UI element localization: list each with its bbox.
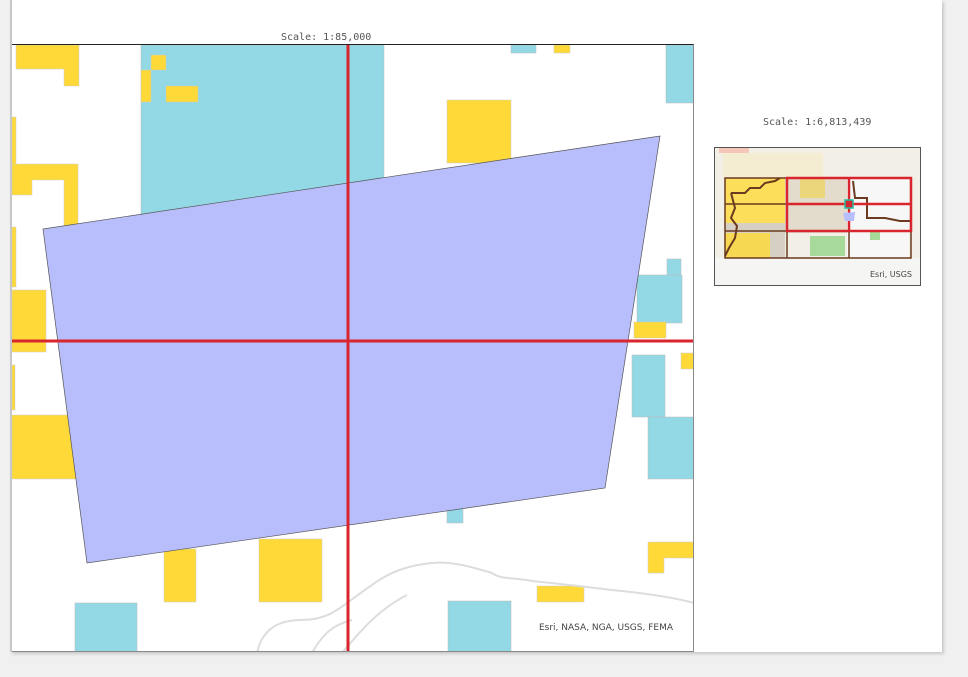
current-extent-marker: [844, 199, 854, 209]
overview-map-attribution: Esri, USGS: [869, 270, 912, 279]
main-map[interactable]: Esri, NASA, NGA, USGS, FEMA: [12, 44, 694, 652]
overview-map-canvas: [715, 148, 920, 285]
overview-map[interactable]: Esri, USGS: [714, 147, 921, 286]
overview-map-scale: Scale: 1:6,813,439: [763, 117, 872, 128]
main-map-attribution: Esri, NASA, NGA, USGS, FEMA: [538, 623, 673, 633]
overview-polygon: [843, 212, 855, 221]
main-map-scale: Scale: 1:85,000: [281, 32, 372, 43]
crosshair: [12, 45, 693, 651]
selected-polygon[interactable]: [42, 135, 661, 564]
main-map-canvas[interactable]: [12, 45, 694, 652]
